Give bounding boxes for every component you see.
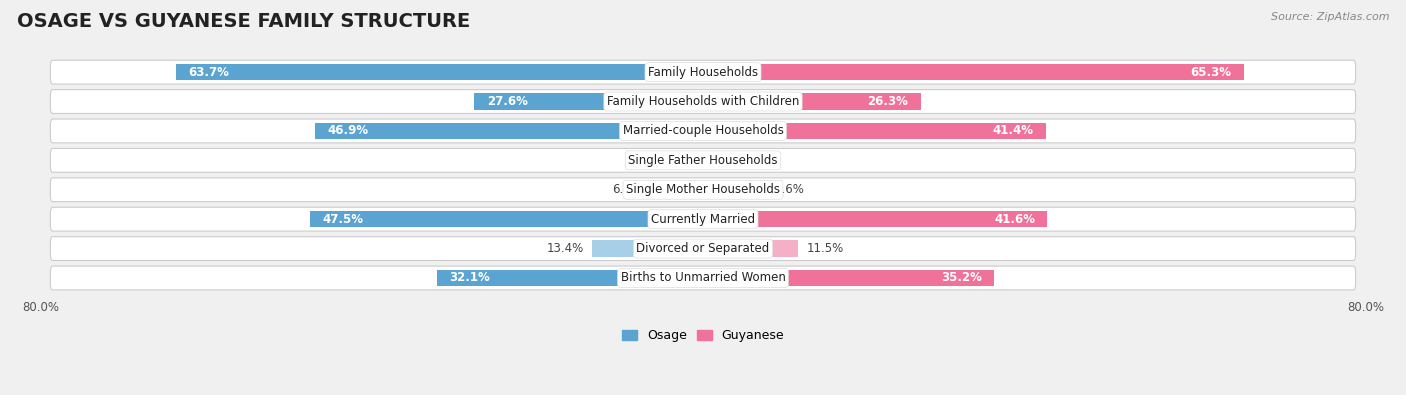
Text: Family Households: Family Households — [648, 66, 758, 79]
Bar — [437, 270, 703, 286]
Text: 47.5%: 47.5% — [322, 213, 363, 226]
Text: 63.7%: 63.7% — [188, 66, 229, 79]
Text: 35.2%: 35.2% — [941, 271, 981, 284]
FancyBboxPatch shape — [51, 207, 1355, 231]
FancyBboxPatch shape — [51, 266, 1355, 290]
Text: 7.6%: 7.6% — [775, 183, 804, 196]
Text: 27.6%: 27.6% — [486, 95, 527, 108]
Text: 41.4%: 41.4% — [993, 124, 1033, 137]
Text: 6.4%: 6.4% — [612, 183, 641, 196]
FancyBboxPatch shape — [51, 178, 1355, 202]
Bar — [703, 123, 1046, 139]
Text: Family Households with Children: Family Households with Children — [607, 95, 799, 108]
Text: 2.5%: 2.5% — [644, 154, 673, 167]
Bar — [703, 64, 1244, 80]
Bar — [703, 152, 720, 168]
Bar — [703, 211, 1047, 227]
Text: Currently Married: Currently Married — [651, 213, 755, 226]
Text: 26.3%: 26.3% — [868, 95, 908, 108]
Bar — [703, 241, 799, 257]
Text: 13.4%: 13.4% — [547, 242, 583, 255]
Text: Single Father Households: Single Father Households — [628, 154, 778, 167]
Bar — [474, 94, 703, 110]
Text: Single Mother Households: Single Mother Households — [626, 183, 780, 196]
FancyBboxPatch shape — [51, 60, 1355, 84]
Text: 46.9%: 46.9% — [328, 124, 368, 137]
Text: 32.1%: 32.1% — [450, 271, 491, 284]
Bar — [703, 182, 766, 198]
Bar — [703, 94, 921, 110]
Bar — [309, 211, 703, 227]
Text: Divorced or Separated: Divorced or Separated — [637, 242, 769, 255]
Legend: Osage, Guyanese: Osage, Guyanese — [621, 329, 785, 342]
Text: Births to Unmarried Women: Births to Unmarried Women — [620, 271, 786, 284]
Text: Married-couple Households: Married-couple Households — [623, 124, 783, 137]
FancyBboxPatch shape — [51, 237, 1355, 260]
Bar — [682, 152, 703, 168]
Text: 65.3%: 65.3% — [1191, 66, 1232, 79]
Text: 2.1%: 2.1% — [728, 154, 759, 167]
Bar — [176, 64, 703, 80]
Text: 41.6%: 41.6% — [994, 213, 1035, 226]
Text: OSAGE VS GUYANESE FAMILY STRUCTURE: OSAGE VS GUYANESE FAMILY STRUCTURE — [17, 12, 470, 31]
Bar — [592, 241, 703, 257]
FancyBboxPatch shape — [51, 149, 1355, 172]
Bar — [703, 270, 994, 286]
Text: Source: ZipAtlas.com: Source: ZipAtlas.com — [1271, 12, 1389, 22]
Text: 11.5%: 11.5% — [807, 242, 844, 255]
Bar — [650, 182, 703, 198]
FancyBboxPatch shape — [51, 90, 1355, 113]
Bar — [315, 123, 703, 139]
FancyBboxPatch shape — [51, 119, 1355, 143]
